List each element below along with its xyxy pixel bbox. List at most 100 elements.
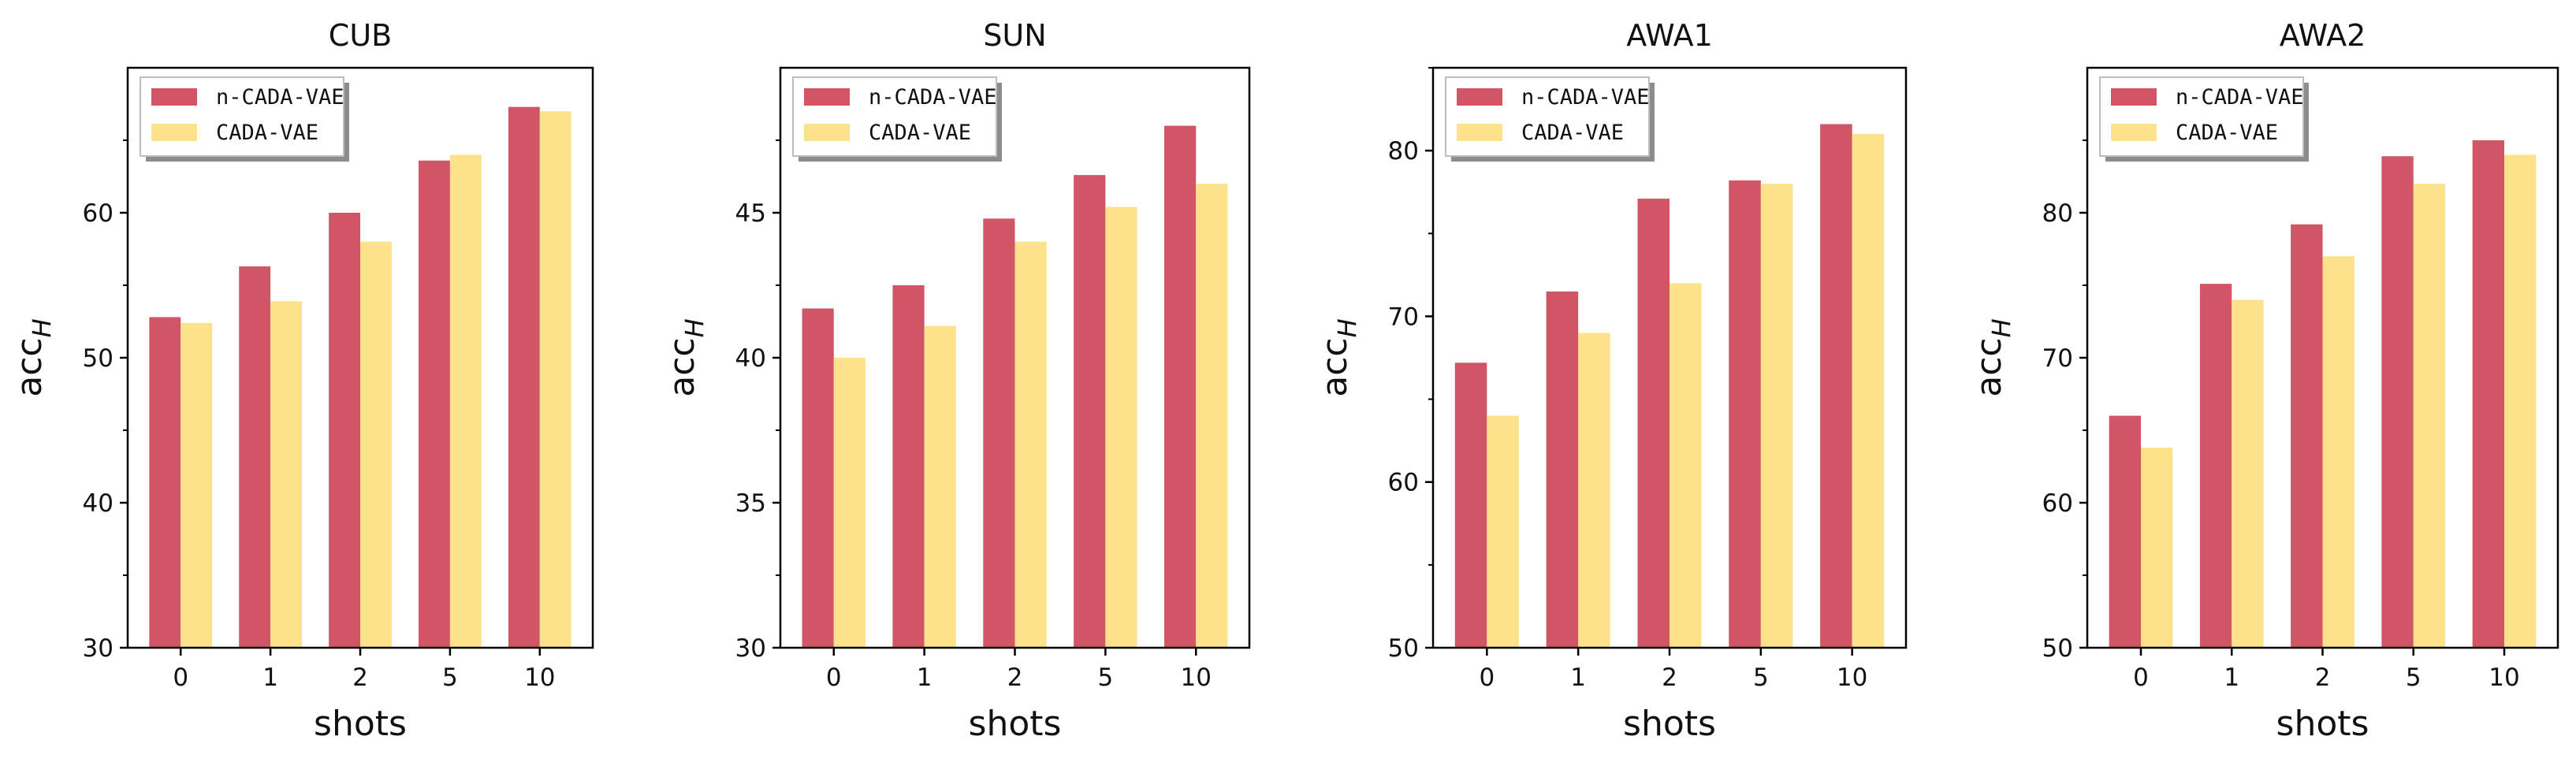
bar-cada-vae-5 — [449, 154, 482, 648]
bar-cada-vae-2 — [360, 241, 392, 648]
y-tick-label: 70 — [1388, 303, 1419, 331]
bar-n-cada-vae-10 — [2472, 140, 2505, 648]
legend-swatch-cada-vae — [2111, 124, 2157, 141]
legend-swatch-cada-vae — [1457, 124, 1502, 141]
bar-n-cada-vae-1 — [1546, 291, 1579, 648]
chart-title: AWA1 — [1626, 18, 1713, 53]
chart-title: AWA2 — [2280, 18, 2366, 53]
legend-label-cada-vae: CADA-VAE — [2176, 121, 2278, 145]
bar-cada-vae-10 — [2504, 154, 2537, 648]
x-axis-label: shots — [2276, 704, 2369, 744]
y-tick-label: 60 — [1388, 469, 1419, 497]
bar-n-cada-vae-1 — [239, 266, 271, 648]
bar-n-cada-vae-0 — [2109, 415, 2141, 648]
x-tick-label: 1 — [262, 663, 278, 692]
bar-n-cada-vae-10 — [508, 106, 540, 648]
x-tick-label: 0 — [1479, 663, 1495, 692]
bar-n-cada-vae-0 — [1454, 362, 1487, 648]
x-tick-label: 5 — [1097, 663, 1113, 692]
chart-title: CUB — [329, 18, 392, 53]
bar-cada-vae-0 — [181, 322, 213, 648]
y-axis-label-main: acc — [662, 337, 702, 396]
legend: n-CADA-VAE CADA-VAE — [792, 76, 1002, 162]
x-axis-label: shots — [1623, 704, 1716, 744]
x-axis-label: shots — [314, 704, 407, 744]
legend-label-cada-vae: CADA-VAE — [1521, 121, 1624, 145]
legend-swatch-n-cada-vae — [1457, 88, 1502, 106]
y-axis-label-main: acc — [9, 337, 50, 396]
bar-cada-vae-1 — [270, 301, 302, 648]
x-tick-label: 2 — [2315, 663, 2331, 692]
bar-n-cada-vae-10 — [1164, 125, 1197, 649]
bar-cada-vae-1 — [924, 325, 956, 648]
legend-label-n-cada-vae: n-CADA-VAE — [1521, 85, 1650, 110]
bar-cada-vae-1 — [2232, 299, 2264, 648]
bar-n-cada-vae-2 — [329, 213, 360, 648]
legend-swatch-n-cada-vae — [804, 88, 850, 106]
bar-cada-vae-2 — [1670, 283, 1702, 648]
x-tick-label: 5 — [1753, 663, 1769, 692]
y-tick-label: 50 — [2042, 634, 2073, 663]
bar-cada-vae-0 — [1487, 415, 1519, 648]
legend-label-n-cada-vae: n-CADA-VAE — [869, 85, 997, 110]
bar-n-cada-vae-10 — [1820, 124, 1852, 649]
x-tick-label: 10 — [2489, 663, 2519, 692]
bar-n-cada-vae-5 — [419, 160, 450, 648]
y-axis-label: accH — [9, 318, 57, 396]
bar-cada-vae-0 — [833, 358, 865, 648]
y-tick-label: 60 — [83, 199, 114, 228]
y-tick-label: 60 — [2042, 489, 2073, 518]
y-axis-label: accH — [1315, 318, 1362, 396]
legend-label-n-cada-vae: n-CADA-VAE — [216, 85, 344, 110]
x-tick-label: 10 — [1181, 663, 1212, 692]
legend: n-CADA-VAE CADA-VAE — [1445, 76, 1655, 162]
x-tick-label: 5 — [2406, 663, 2422, 692]
legend-swatch-n-cada-vae — [2111, 88, 2157, 106]
y-tick-label: 70 — [2042, 344, 2073, 373]
legend-swatch-cada-vae — [804, 124, 850, 141]
legend: n-CADA-VAE CADA-VAE — [2099, 76, 2309, 162]
bar-cada-vae-2 — [2322, 256, 2355, 648]
y-tick-label: 40 — [83, 489, 114, 518]
x-tick-label: 10 — [524, 663, 555, 692]
bar-n-cada-vae-5 — [2381, 156, 2414, 649]
bar-n-cada-vae-2 — [1637, 199, 1670, 648]
bar-n-cada-vae-0 — [802, 308, 834, 648]
y-tick-label: 40 — [735, 344, 766, 373]
y-tick-label: 80 — [1388, 137, 1419, 165]
bar-cada-vae-2 — [1014, 241, 1047, 648]
y-tick-label: 50 — [83, 344, 114, 373]
bar-n-cada-vae-1 — [2199, 284, 2232, 648]
y-axis-label-main: acc — [1315, 337, 1355, 396]
x-tick-label: 0 — [173, 663, 188, 692]
x-tick-label: 2 — [1662, 663, 1677, 692]
y-tick-label: 35 — [735, 489, 766, 518]
y-axis-label: accH — [1969, 318, 2016, 396]
bar-n-cada-vae-0 — [149, 317, 181, 648]
bar-cada-vae-5 — [2413, 184, 2446, 648]
bar-cada-vae-0 — [2140, 448, 2173, 648]
bar-n-cada-vae-2 — [2291, 224, 2323, 649]
x-tick-label: 1 — [1570, 663, 1586, 692]
bar-cada-vae-1 — [1578, 333, 1610, 648]
x-axis-label: shots — [969, 704, 1062, 744]
legend-label-cada-vae: CADA-VAE — [869, 121, 971, 145]
y-axis-label-sub: H — [1332, 318, 1362, 337]
bar-cada-vae-5 — [1760, 184, 1793, 648]
y-axis-label-sub: H — [1986, 318, 2016, 337]
bar-n-cada-vae-2 — [983, 218, 1015, 648]
bar-n-cada-vae-1 — [892, 285, 925, 648]
bar-cada-vae-10 — [539, 111, 571, 648]
x-tick-label: 0 — [826, 663, 842, 692]
legend-label-cada-vae: CADA-VAE — [216, 121, 318, 145]
y-tick-label: 30 — [83, 634, 114, 663]
chart-title: SUN — [983, 18, 1046, 53]
y-tick-label: 45 — [735, 199, 766, 228]
x-tick-label: 10 — [1837, 663, 1867, 692]
bar-n-cada-vae-5 — [1074, 175, 1106, 648]
bar-n-cada-vae-5 — [1729, 180, 1761, 649]
